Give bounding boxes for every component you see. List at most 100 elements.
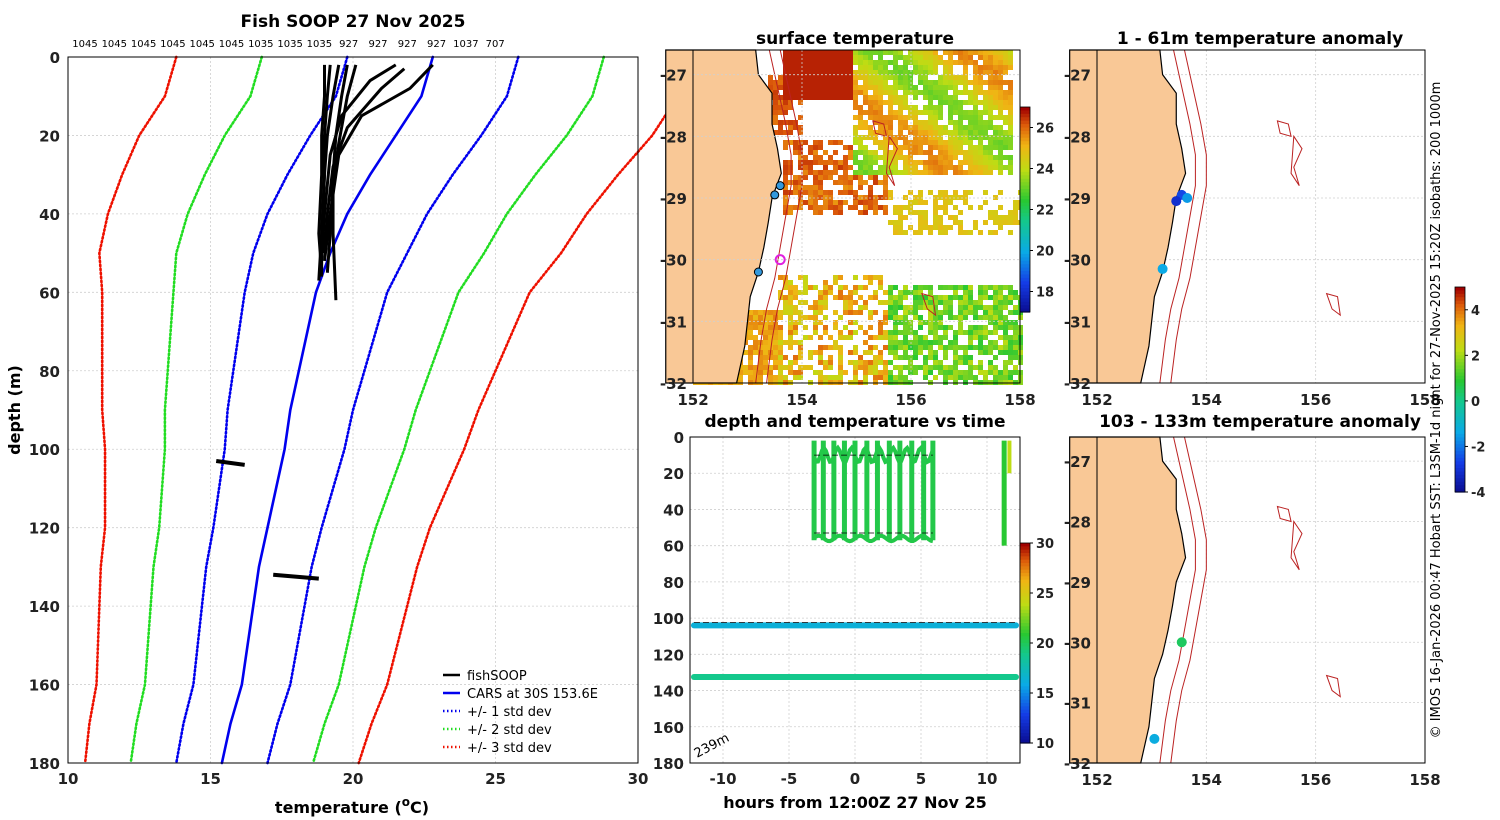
sst-pixel: [953, 350, 958, 355]
anom2-frame: [1096, 436, 1426, 764]
sst-pixel: [953, 345, 958, 350]
sst-pixel: [898, 75, 903, 80]
sst-pixel: [868, 80, 873, 85]
sst-pixel: [858, 180, 863, 185]
sst-pixel: [968, 190, 973, 195]
profile-top-label: 1045: [160, 39, 185, 50]
sst-pixel: [948, 110, 953, 115]
sst-pixel: [803, 160, 808, 165]
sst-pixel: [813, 200, 818, 205]
sst-colorbar-band: [1020, 209, 1030, 214]
sst-pixel: [928, 330, 933, 335]
sst-pixel: [998, 305, 1003, 310]
sst-pixel: [918, 295, 923, 300]
sst-pixel: [903, 315, 908, 320]
time-colorbar-band: [1020, 666, 1030, 671]
sst-pixel: [948, 295, 953, 300]
sst-pixel: [983, 200, 988, 205]
sst-pixel: [853, 85, 858, 90]
sst-pixel: [1008, 50, 1013, 55]
sst-pixel: [893, 315, 898, 320]
sst-pixel: [938, 105, 943, 110]
sst-pixel: [953, 85, 958, 90]
sst-pixel: [913, 295, 918, 300]
sst-pixel: [903, 230, 908, 235]
sst-pixel: [783, 85, 788, 90]
sst-pixel: [958, 90, 963, 95]
sst-pixel: [828, 55, 833, 60]
sst-pixel: [808, 80, 813, 85]
sst-pixel: [858, 175, 863, 180]
sst-pixel: [933, 205, 938, 210]
time-colorbar-band: [1020, 653, 1030, 657]
sst-pixel: [793, 295, 798, 300]
sst-pixel: [878, 50, 883, 55]
sst-pixel: [878, 300, 883, 305]
time-colorbar-band: [1020, 543, 1030, 547]
sst-pixel: [908, 370, 913, 375]
sst-pixel: [783, 185, 788, 190]
sst-pixel: [928, 305, 933, 310]
sst-pixel: [978, 350, 983, 355]
sst-pixel: [838, 375, 843, 380]
anom1-ytick-label: -31: [1064, 313, 1091, 331]
sst-pixel: [753, 315, 758, 320]
sst-pixel: [988, 85, 993, 90]
sst-colorbar-band: [1020, 267, 1030, 272]
sst-pixel: [813, 170, 818, 175]
sst-pixel: [783, 105, 788, 110]
sst-pixel: [868, 130, 873, 135]
sst-pixel: [798, 365, 803, 370]
sst-pixel: [903, 320, 908, 325]
sst-pixel: [973, 95, 978, 100]
sst-pixel: [793, 185, 798, 190]
sst-pixel: [828, 345, 833, 350]
sst-pixel: [1003, 220, 1008, 225]
sst-pixel: [863, 60, 868, 65]
anom1-ytick-label: -28: [1064, 128, 1091, 146]
sst-pixel: [788, 300, 793, 305]
sst-pixel: [963, 295, 968, 300]
sst-pixel: [768, 345, 773, 350]
sst-pixel: [818, 80, 823, 85]
sst-pixel: [958, 225, 963, 230]
sst-pixel: [1003, 165, 1008, 170]
sst-pixel: [858, 210, 863, 215]
anom-colorbar-tick-label: 2: [1471, 349, 1480, 364]
sst-pixel: [803, 55, 808, 60]
sst-pixel: [793, 95, 798, 100]
sst-pixel: [818, 190, 823, 195]
sst-pixel: [783, 285, 788, 290]
sst-pixel: [903, 305, 908, 310]
sst-pixel: [963, 55, 968, 60]
sst-pixel: [828, 155, 833, 160]
sst-pixel: [908, 160, 913, 165]
sst-pixel: [988, 210, 993, 215]
sst-pixel: [863, 275, 868, 280]
sst-pixel: [798, 155, 803, 160]
sst-pixel: [1003, 370, 1008, 375]
sst-colorbar-band: [1020, 226, 1030, 231]
sst-pixel: [823, 70, 828, 75]
sst-pixel: [1003, 115, 1008, 120]
sst-pixel: [808, 85, 813, 90]
sst-pixel: [863, 155, 868, 160]
fishsoop-profile-line: [323, 67, 406, 254]
sst-pixel: [928, 350, 933, 355]
sst-pixel: [848, 310, 853, 315]
sst-pixel: [813, 50, 818, 55]
sst-pixel: [1008, 165, 1013, 170]
sst-pixel: [828, 80, 833, 85]
sst-colorbar-band: [1020, 195, 1030, 200]
sst-pixel: [963, 200, 968, 205]
sst-pixel: [778, 370, 783, 375]
sst-pixel: [803, 335, 808, 340]
sst-pixel: [973, 170, 978, 175]
time-colorbar-band: [1020, 603, 1030, 607]
sst-pixel: [998, 140, 1003, 145]
sst-pixel: [953, 120, 958, 125]
sst-pixel: [898, 225, 903, 230]
sst-pixel: [823, 295, 828, 300]
sst-pixel: [863, 200, 868, 205]
